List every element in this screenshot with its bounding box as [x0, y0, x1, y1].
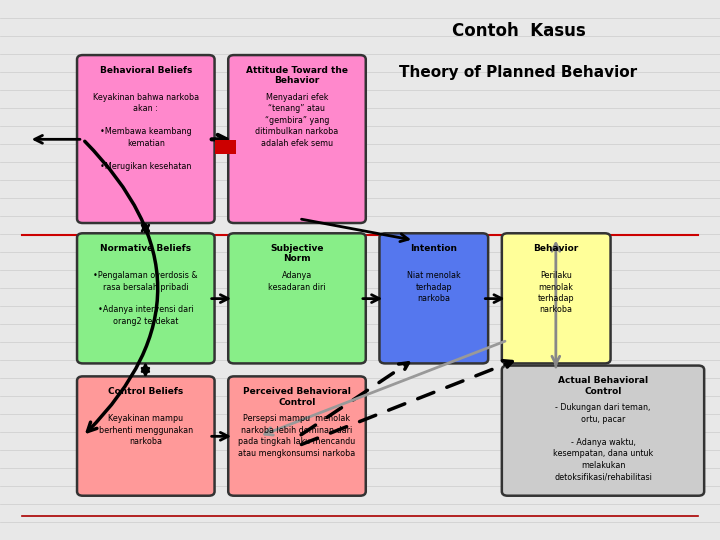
FancyBboxPatch shape — [228, 55, 366, 223]
Text: Intention: Intention — [410, 244, 457, 253]
Text: - Dukungan dari teman,
ortu, pacar

- Adanya waktu,
kesempatan, dana untuk
melak: - Dukungan dari teman, ortu, pacar - Ada… — [553, 403, 653, 481]
Text: Contoh  Kasus: Contoh Kasus — [451, 22, 585, 39]
Text: Persepsi mampu  menolak
narkoba lebih dominan dari
pada tingkah laku mencandu
at: Persepsi mampu menolak narkoba lebih dom… — [238, 414, 356, 457]
FancyBboxPatch shape — [77, 55, 215, 223]
Text: Menyadari efek
“tenang” atau
“gembira” yang
ditimbulkan narkoba
adalah efek semu: Menyadari efek “tenang” atau “gembira” y… — [256, 93, 338, 147]
Text: Theory of Planned Behavior: Theory of Planned Behavior — [400, 65, 637, 80]
FancyBboxPatch shape — [77, 233, 215, 363]
FancyBboxPatch shape — [379, 233, 488, 363]
Text: Normative Beliefs: Normative Beliefs — [100, 244, 192, 253]
Text: Subjective
Norm: Subjective Norm — [270, 244, 324, 264]
FancyBboxPatch shape — [502, 233, 611, 363]
Text: Keyakinan mampu
berhenti menggunakan
narkoba: Keyakinan mampu berhenti menggunakan nar… — [99, 414, 193, 446]
Text: Control Beliefs: Control Beliefs — [108, 387, 184, 396]
Text: Attitude Toward the
Behavior: Attitude Toward the Behavior — [246, 66, 348, 85]
Text: Perilaku
menolak
terhadap
narkoba: Perilaku menolak terhadap narkoba — [538, 271, 575, 314]
Text: •Pengalaman overdosis &
rasa bersalah pribadi

•Adanya intervensi dari
orang2 te: •Pengalaman overdosis & rasa bersalah pr… — [94, 271, 198, 326]
Text: Behavioral Beliefs: Behavioral Beliefs — [99, 66, 192, 75]
FancyBboxPatch shape — [228, 376, 366, 496]
Text: Adanya
kesadaran diri: Adanya kesadaran diri — [268, 271, 326, 292]
FancyBboxPatch shape — [228, 233, 366, 363]
Text: Behavior: Behavior — [534, 244, 579, 253]
FancyBboxPatch shape — [215, 140, 236, 154]
Text: Perceived Behavioral
Control: Perceived Behavioral Control — [243, 387, 351, 407]
Text: Keyakinan bahwa narkoba
akan :

•Membawa keambang
kematian

•Merugikan kesehatan: Keyakinan bahwa narkoba akan : •Membawa … — [93, 93, 199, 171]
Text: Actual Behavioral
Control: Actual Behavioral Control — [558, 376, 648, 396]
FancyBboxPatch shape — [502, 366, 704, 496]
FancyBboxPatch shape — [77, 376, 215, 496]
Text: Niat menolak
terhadap
narkoba: Niat menolak terhadap narkoba — [407, 271, 461, 303]
